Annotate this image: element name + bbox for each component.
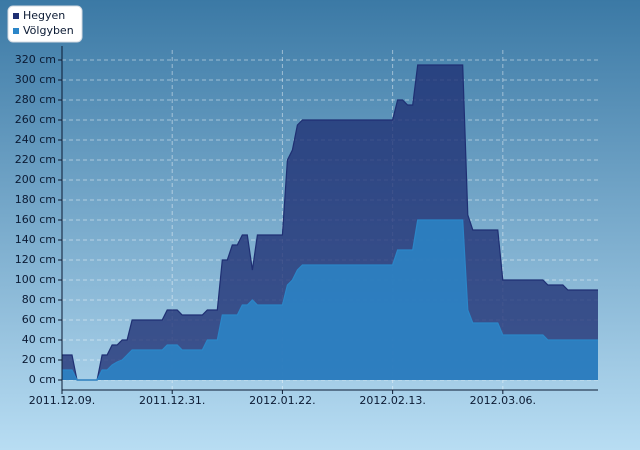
x-tick-label: 2012.03.06. <box>470 394 536 407</box>
y-tick-label: 260 cm <box>15 113 56 126</box>
legend-swatch <box>13 28 19 34</box>
y-tick-label: 100 cm <box>15 273 56 286</box>
y-tick-label: 20 cm <box>22 353 56 366</box>
x-tick-label: 2011.12.31. <box>139 394 205 407</box>
y-tick-label: 140 cm <box>15 233 56 246</box>
y-tick-label: 220 cm <box>15 153 56 166</box>
legend-label: Völgyben <box>23 24 74 37</box>
y-tick-label: 80 cm <box>22 293 56 306</box>
y-tick-label: 240 cm <box>15 133 56 146</box>
y-tick-label: 40 cm <box>22 333 56 346</box>
x-tick-label: 2011.12.09. <box>29 394 95 407</box>
y-tick-label: 120 cm <box>15 253 56 266</box>
x-tick-label: 2012.02.13. <box>359 394 425 407</box>
y-tick-label: 0 cm <box>29 373 56 386</box>
y-tick-label: 180 cm <box>15 193 56 206</box>
area <box>62 220 598 380</box>
legend-box <box>7 5 83 43</box>
y-tick-label: 200 cm <box>15 173 56 186</box>
x-tick-label: 2012.01.22. <box>249 394 315 407</box>
legend: Hegyen Völgyben <box>7 5 83 43</box>
area-line <box>62 64 598 381</box>
y-tick-label: 320 cm <box>15 53 56 66</box>
y-tick-label: 160 cm <box>15 213 56 226</box>
y-tick-label: 300 cm <box>15 73 56 86</box>
legend-label: Hegyen <box>23 9 65 22</box>
y-tick-label: 280 cm <box>15 93 56 106</box>
legend-swatch <box>13 13 19 19</box>
y-tick-label: 60 cm <box>22 313 56 326</box>
area-line <box>62 219 598 381</box>
